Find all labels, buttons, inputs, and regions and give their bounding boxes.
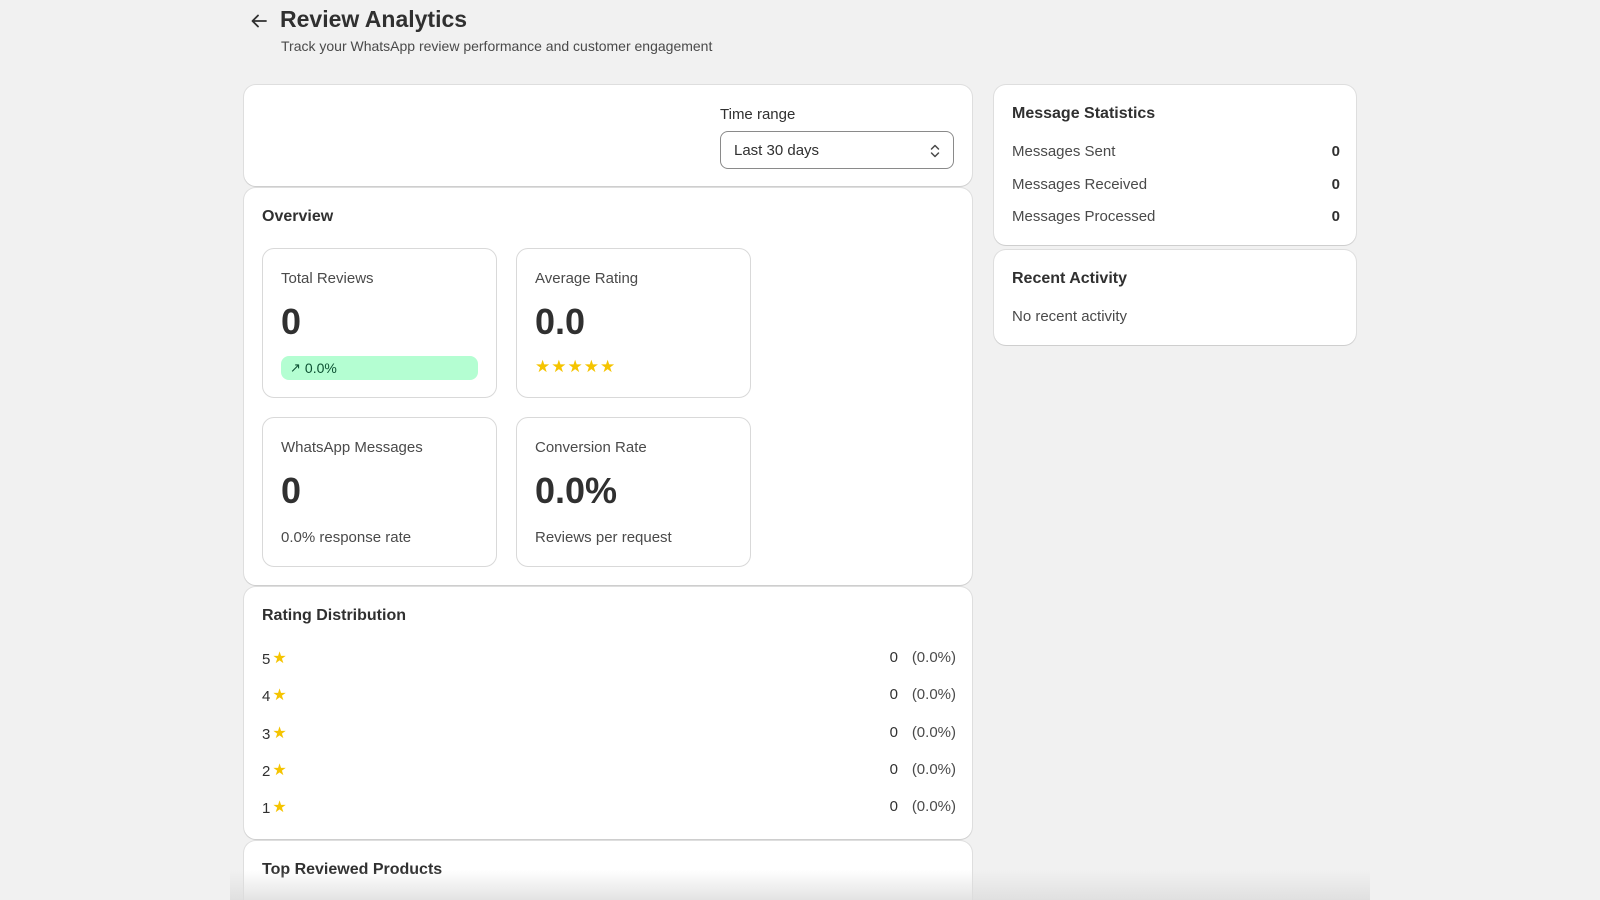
star-icon: ★ <box>535 357 551 376</box>
time-range-value: Last 30 days <box>734 141 820 159</box>
rating-distribution-card: Rating Distribution 5 ★ 0 (0.0%) 4 ★ 0 (0.… <box>244 587 972 839</box>
arrow-up-right-icon: ↗ <box>290 360 301 375</box>
overview-title: Overview <box>262 208 334 225</box>
rating-count: 0 <box>889 798 898 815</box>
rating-count: 0 <box>889 649 898 666</box>
stat-label: Messages Received <box>1012 176 1148 193</box>
average-rating-label: Average Rating <box>535 270 639 287</box>
average-rating-value: 0.0 <box>535 301 586 342</box>
back-button[interactable] <box>248 10 270 32</box>
stat-value: 0 <box>1331 208 1340 225</box>
rating-count: 0 <box>889 761 898 778</box>
total-reviews-card: Total Reviews 0 ↗ 0.0% <box>262 248 497 398</box>
rating-stars-count: 2 <box>262 762 271 780</box>
response-rate: 0.0% response rate <box>281 529 412 546</box>
star-icon: ★ <box>272 687 287 704</box>
rating-row-1: 1 ★ 0 (0.0%) <box>262 796 956 820</box>
star-icon: ★ <box>583 357 599 376</box>
stat-value: 0 <box>1331 143 1340 160</box>
conversion-rate-label: Conversion Rate <box>535 439 647 456</box>
top-products-card: Top Reviewed Products <box>244 841 972 900</box>
conversion-rate-foot: Reviews per request <box>535 529 672 546</box>
rating-count: 0 <box>889 686 898 703</box>
trend-value: 0.0% <box>304 360 337 376</box>
rating-stars: ★ ★ ★ ★ ★ <box>535 357 615 377</box>
arrow-left-icon <box>251 14 267 28</box>
rating-count: 0 <box>889 724 898 741</box>
rating-row-4: 4 ★ 0 (0.0%) <box>262 684 956 708</box>
rating-row-5: 5 ★ 0 (0.0%) <box>262 647 956 671</box>
conversion-rate-card: Conversion Rate 0.0% Reviews per request <box>516 417 751 567</box>
rating-stars-count: 1 <box>262 799 271 817</box>
time-range-label: Time range <box>720 106 796 123</box>
whatsapp-messages-label: WhatsApp Messages <box>281 439 423 456</box>
message-statistics-card: Message Statistics Messages Sent 0 Messa… <box>994 85 1356 245</box>
rating-percent: (0.0%) <box>911 761 956 778</box>
top-products-title: Top Reviewed Products <box>262 861 443 878</box>
select-chevron-icon <box>930 144 940 158</box>
star-icon: ★ <box>272 762 287 779</box>
average-rating-card: Average Rating 0.0 ★ ★ ★ ★ ★ <box>516 248 751 398</box>
page-title: Review Analytics <box>280 6 468 32</box>
stat-value: 0 <box>1331 176 1340 193</box>
time-range-select[interactable]: Last 30 days <box>720 131 954 169</box>
rating-distribution-title: Rating Distribution <box>262 607 406 624</box>
stat-label: Messages Sent <box>1012 143 1116 160</box>
rating-percent: (0.0%) <box>911 798 956 815</box>
page-subtitle: Track your WhatsApp review performance a… <box>281 38 713 54</box>
recent-activity-card: Recent Activity No recent activity <box>994 250 1356 345</box>
conversion-rate-value: 0.0% <box>535 470 618 511</box>
rating-stars-count: 4 <box>262 687 271 705</box>
star-icon: ★ <box>600 357 616 376</box>
total-reviews-label: Total Reviews <box>281 270 374 287</box>
star-icon: ★ <box>272 650 287 667</box>
rating-stars-count: 3 <box>262 725 271 743</box>
rating-percent: (0.0%) <box>911 686 956 703</box>
star-icon: ★ <box>567 357 583 376</box>
overview-card: Overview Total Reviews 0 ↗ 0.0% Average … <box>244 188 972 585</box>
rating-row-2: 2 ★ 0 (0.0%) <box>262 759 956 783</box>
whatsapp-messages-card: WhatsApp Messages 0 0.0% response rate <box>262 417 497 567</box>
rating-percent: (0.0%) <box>911 724 956 741</box>
time-range-card: Time range Last 30 days <box>244 85 972 186</box>
trend-badge: ↗ 0.0% <box>281 356 478 380</box>
star-icon: ★ <box>551 357 567 376</box>
recent-activity-empty: No recent activity <box>1012 308 1128 325</box>
whatsapp-messages-value: 0 <box>281 470 302 511</box>
rating-percent: (0.0%) <box>911 649 956 666</box>
stat-label: Messages Processed <box>1012 208 1156 225</box>
rating-row-3: 3 ★ 0 (0.0%) <box>262 722 956 746</box>
recent-activity-title: Recent Activity <box>1012 270 1127 287</box>
rating-stars-count: 5 <box>262 650 271 668</box>
star-icon: ★ <box>272 725 287 742</box>
message-statistics-title: Message Statistics <box>1012 105 1156 122</box>
total-reviews-value: 0 <box>281 301 302 342</box>
star-icon: ★ <box>272 799 287 816</box>
